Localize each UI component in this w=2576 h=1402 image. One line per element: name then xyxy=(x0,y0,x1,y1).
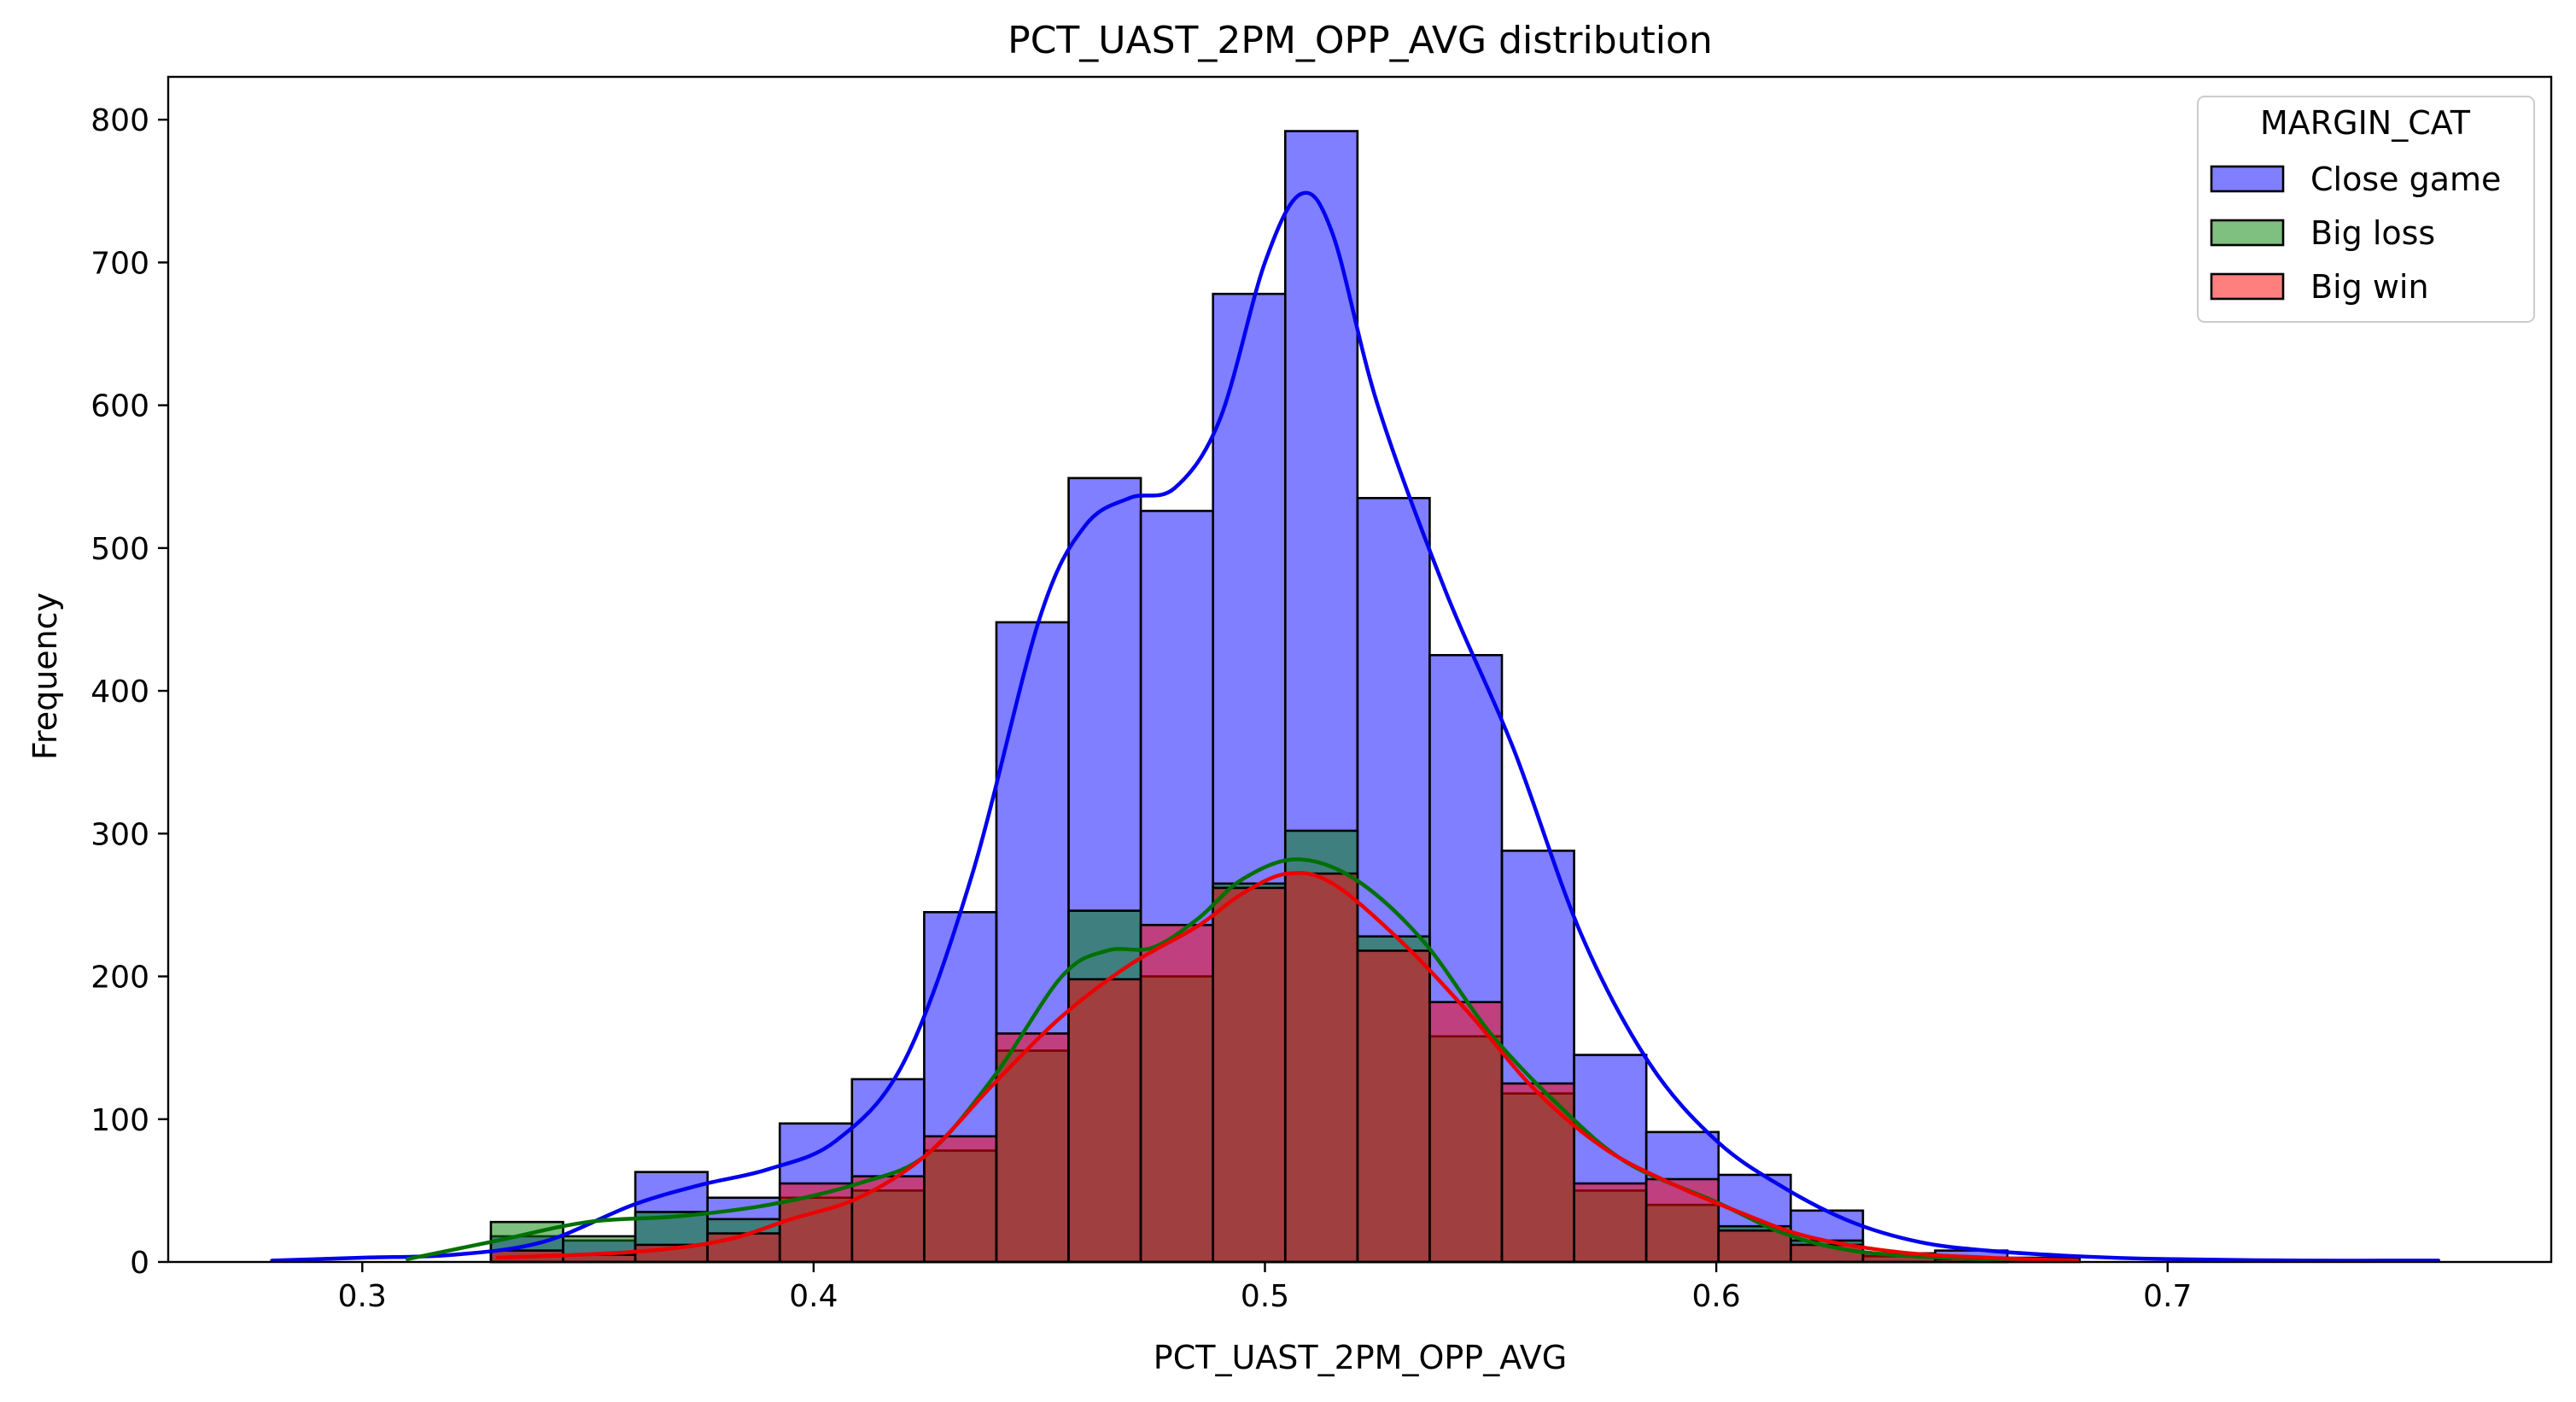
y-tick-label: 600 xyxy=(91,389,149,424)
kde-line-close-game xyxy=(270,190,2441,1262)
legend: MARGIN_CAT Close game Big loss Big win xyxy=(2197,96,2535,323)
x-tick-label: 0.4 xyxy=(789,1279,838,1314)
y-tick-label: 200 xyxy=(91,961,149,996)
bar-big-win-8 xyxy=(1067,978,1142,1264)
bar-big-win-17 xyxy=(1717,1229,1792,1264)
legend-swatch-close-game xyxy=(2210,165,2285,193)
x-tick-label: 0.7 xyxy=(2143,1279,2192,1314)
x-tick-label: 0.6 xyxy=(1691,1279,1740,1314)
y-tick-label: 800 xyxy=(91,103,149,138)
legend-entries: Close game Big loss Big win xyxy=(2210,161,2501,306)
kde-line-big-win xyxy=(495,871,2080,1262)
legend-frame xyxy=(2197,96,2535,323)
legend-swatch-big-win xyxy=(2210,272,2285,301)
legend-swatch-big-loss xyxy=(2210,219,2285,247)
y-tick-label: 300 xyxy=(91,817,149,852)
axes: 0.3 0.4 0.5 0.6 0.7 0 100 200 300 400 500 600 700 800 xyxy=(91,75,2553,1314)
y-tick-label: 100 xyxy=(91,1103,149,1138)
legend-label-big-win: Big win xyxy=(2310,268,2429,306)
bars-group xyxy=(489,130,2081,1264)
bar-big-win-12 xyxy=(1356,949,1431,1264)
y-tick-label: 500 xyxy=(91,532,149,567)
x-tick-label: 0.5 xyxy=(1241,1279,1289,1314)
legend-title: MARGIN_CAT xyxy=(2260,104,2471,142)
y-tick-label: 400 xyxy=(91,675,149,710)
bar-big-win-11 xyxy=(1283,872,1359,1264)
legend-label-big-loss: Big loss xyxy=(2310,214,2435,252)
bar-big-win-10 xyxy=(1212,886,1287,1264)
bar-big-win-16 xyxy=(1644,1177,1720,1264)
y-tick-label: 0 xyxy=(130,1246,149,1281)
x-tick-label: 0.3 xyxy=(338,1279,387,1314)
plot-frame xyxy=(166,75,2553,1264)
bar-big-win-5 xyxy=(850,1175,926,1264)
bar-big-win-15 xyxy=(1573,1182,1648,1264)
kde-lines xyxy=(270,190,2441,1262)
bar-big-win-6 xyxy=(923,1135,998,1264)
bar-big-win-13 xyxy=(1428,1001,1504,1264)
legend-label-close-game: Close game xyxy=(2310,161,2501,198)
chart-title: PCT_UAST_2PM_OPP_AVG distribution xyxy=(1008,19,1713,62)
x-axis-label: PCT_UAST_2PM_OPP_AVG xyxy=(1154,1339,1567,1376)
bar-big-win-9 xyxy=(1139,924,1215,1264)
bar-big-win-3 xyxy=(706,1232,781,1264)
plot-area xyxy=(270,130,2441,1264)
y-tick-label: 700 xyxy=(91,246,149,281)
y-axis-label: Frequency xyxy=(26,593,64,760)
